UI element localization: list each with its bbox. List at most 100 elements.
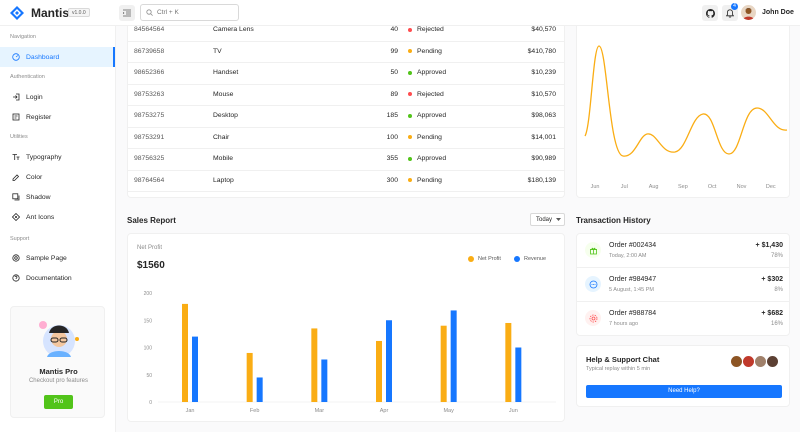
sidebar-item-label: Shadow: [26, 193, 51, 201]
table-row[interactable]: 84564564 Camera Lens 40 Rejected $40,570: [128, 20, 565, 42]
bar-revenue[interactable]: [515, 347, 522, 403]
order-id[interactable]: 98753275: [134, 112, 165, 119]
transaction-time: 7 hours ago: [609, 321, 639, 327]
order-id[interactable]: 86739658: [134, 47, 165, 55]
sidebar-item-shadow[interactable]: Shadow: [0, 187, 115, 207]
bar-revenue[interactable]: [386, 320, 392, 402]
typography-icon: [12, 153, 20, 161]
mantis-logo-icon[interactable]: [10, 6, 24, 20]
order-id[interactable]: 98753291: [134, 133, 165, 141]
bar-net-profit[interactable]: [246, 352, 253, 402]
bar-revenue[interactable]: [450, 310, 457, 402]
quantity: 355: [386, 155, 398, 162]
sidebar-item-label: Dashboard: [26, 53, 60, 61]
nav-group-label: Authentication: [10, 74, 45, 80]
product-name: Handset: [213, 69, 239, 76]
table-row[interactable]: 86739658 TV 99 Pending $410,780: [128, 42, 565, 63]
legend-revenue[interactable]: Revenue: [514, 256, 546, 262]
status-badge: Approved: [408, 155, 446, 162]
transaction-item[interactable]: Order #988784 7 hours ago + $682 16%: [577, 302, 790, 336]
table-row[interactable]: 98756325 Mobile 355 Approved $90,989: [128, 149, 565, 171]
order-id[interactable]: 98753263: [134, 90, 165, 98]
chevron-down-icon: [556, 218, 561, 221]
transaction-item[interactable]: Order #002434 Today, 2:00 AM + $1,430 78%: [577, 234, 790, 268]
sales-bar-chart: 0 50 100 150 200 Jan Feb Mar Apr May Jun: [144, 291, 556, 414]
total-amount: $14,001: [531, 133, 556, 141]
bar-revenue[interactable]: [192, 336, 198, 402]
transaction-time: 5 August, 1:45 PM: [609, 287, 654, 293]
status-dot: [408, 135, 412, 139]
table-row[interactable]: 98753263 Mouse 89 Rejected $10,570: [128, 85, 565, 106]
sidebar-item-documentation[interactable]: Documentation: [0, 268, 115, 288]
product-name: Camera Lens: [213, 26, 254, 33]
status-text: Approved: [417, 112, 447, 119]
line-chart-svg: Jun Jul Aug Sep Oct Nov Dec: [584, 45, 788, 190]
toggle-sidebar-button[interactable]: [119, 5, 135, 21]
bar-net-profit[interactable]: [440, 325, 447, 402]
app-name[interactable]: Mantis: [31, 6, 70, 20]
transaction-percent: 8%: [774, 287, 783, 293]
documentation-icon: [12, 274, 20, 282]
status-text: Approved: [417, 69, 447, 76]
bar-net-profit[interactable]: [182, 303, 188, 402]
help-title: Help & Support Chat: [586, 355, 660, 364]
transaction-percent: 16%: [770, 321, 783, 327]
x-tick-label: Aug: [649, 184, 659, 190]
github-button[interactable]: [702, 5, 718, 21]
bar-net-profit[interactable]: [505, 322, 512, 402]
table-row[interactable]: 98764564 Laptop 300 Pending $180,139: [128, 171, 565, 192]
status-text: Rejected: [417, 26, 444, 33]
status-dot: [408, 27, 412, 32]
transaction-history-title: Transaction History: [576, 216, 651, 225]
pro-promo-card: Mantis Pro Checkout pro features Pro: [10, 306, 105, 418]
sidebar-item-login[interactable]: Login: [0, 87, 115, 107]
x-tick-label: Jul: [621, 184, 628, 190]
table-row[interactable]: 98753291 Chair 100 Pending $14,001: [128, 128, 565, 149]
search-box[interactable]: [140, 4, 239, 21]
quantity: 89: [390, 90, 398, 98]
bar-revenue[interactable]: [321, 359, 328, 402]
sidebar-item-sample-page[interactable]: Sample Page: [0, 248, 115, 268]
product-name: Mobile: [213, 155, 234, 162]
bar-net-profit[interactable]: [376, 340, 382, 402]
order-id[interactable]: 98756325: [134, 155, 165, 162]
table-row[interactable]: 98753275 Desktop 185 Approved $98,063: [128, 106, 565, 128]
message-icon: [585, 276, 601, 292]
order-id[interactable]: 98764564: [134, 176, 165, 184]
bar-revenue[interactable]: [256, 377, 263, 402]
transaction-item[interactable]: Order #984947 5 August, 1:45 PM + $302 8%: [577, 268, 790, 302]
user-name[interactable]: John Doe: [762, 9, 794, 16]
sidebar-item-color[interactable]: Color: [0, 167, 115, 187]
sidebar-item-register[interactable]: Register: [0, 107, 115, 127]
period-select[interactable]: Today: [530, 213, 565, 226]
user-avatar[interactable]: [741, 5, 756, 20]
legend-net-profit[interactable]: Net Profit: [468, 256, 501, 262]
product-name: Chair: [213, 133, 230, 141]
status-badge: Pending: [408, 134, 442, 141]
bar-net-profit[interactable]: [311, 328, 318, 402]
transaction-title: Order #002434: [609, 242, 657, 249]
table-row[interactable]: 98652366 Handset 50 Approved $10,239: [128, 63, 565, 85]
sidebar-item-label: Register: [26, 113, 52, 121]
search-input[interactable]: [157, 7, 235, 18]
sidebar-item-label: Color: [26, 173, 43, 181]
x-tick-label: Jan: [186, 408, 195, 414]
promo-avatar-icon: [39, 321, 79, 357]
status-badge: Pending: [408, 48, 442, 55]
need-help-button[interactable]: Need Help?: [586, 385, 782, 398]
status-text: Rejected: [417, 90, 444, 98]
status-dot: [408, 156, 412, 161]
sidebar-item-typography[interactable]: Typography: [0, 147, 115, 167]
order-id[interactable]: 84564564: [134, 26, 165, 33]
legend-swatch: [514, 256, 520, 262]
quantity: 300: [386, 176, 398, 184]
x-tick-label: Dec: [766, 184, 776, 190]
pro-button[interactable]: Pro: [44, 395, 73, 409]
order-id[interactable]: 98652366: [134, 69, 165, 76]
product-name: Mouse: [213, 90, 234, 98]
sidebar-item-dashboard[interactable]: Dashboard: [0, 47, 115, 67]
sales-report-title: Sales Report: [127, 216, 176, 225]
sidebar-item-ant-icons[interactable]: Ant Icons: [0, 207, 115, 227]
status-dot: [408, 92, 412, 96]
total-amount: $40,570: [531, 26, 556, 33]
